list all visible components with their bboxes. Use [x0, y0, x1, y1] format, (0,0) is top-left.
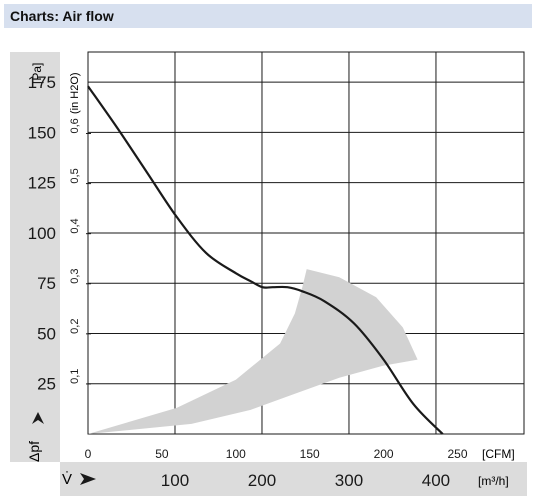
grid [86, 51, 525, 435]
x-tick-m3h-400: 400 [422, 471, 450, 490]
x-tick-cfm-150: 150 [300, 447, 320, 461]
y-tick-pa-25: 25 [37, 375, 56, 394]
y-tick-inh2o-0,4: 0,4 [69, 218, 81, 233]
x-tick-cfm-250: 250 [447, 447, 467, 461]
y-unit-pa: [Pa] [30, 63, 44, 84]
plot-frame [87, 51, 525, 435]
y-tick-pa-75: 75 [37, 274, 56, 293]
y-tick-pa-125: 125 [28, 174, 56, 193]
chart-title: Charts: Air flow [10, 8, 114, 24]
x-tick-m3h-200: 200 [248, 471, 276, 490]
x-symbol: V̇ [62, 471, 72, 488]
y-tick-inh2o-0,6: 0,6 [69, 118, 81, 133]
x-arrow-icon [80, 473, 96, 485]
x-tick-cfm-50: 50 [155, 447, 169, 461]
x-tick-m3h-300: 300 [335, 471, 363, 490]
y-tick-pa-50: 50 [37, 324, 56, 343]
left-axis-band [10, 52, 60, 462]
x-tick-m3h-100: 100 [161, 471, 189, 490]
y-tick-pa-150: 150 [28, 123, 56, 142]
x-tick-cfm-200: 200 [374, 447, 394, 461]
chart-header: Charts: Air flow [4, 4, 532, 28]
y-tick-inh2o-0,2: 0,2 [69, 319, 81, 334]
y-tick-inh2o-0,3: 0,3 [69, 268, 81, 283]
x-tick-cfm-100: 100 [226, 447, 246, 461]
bottom-axis-band [60, 462, 527, 496]
tick-labels: 25 50 75 100 125 150 175 0,1 0,2 0,3 0,4 0,5 0,6 0 50 1… [28, 73, 468, 490]
y-unit-inh2o: (in H2O) [69, 72, 81, 114]
x-tick-cfm-0: 0 [85, 447, 92, 461]
y-tick-pa-100: 100 [28, 224, 56, 243]
axis-labels: [Pa] (in H2O) Δpf V̇ [CFM] [m³/h] [26, 63, 515, 488]
x-unit-cfm: [CFM] [482, 447, 515, 461]
operating-region [88, 269, 418, 434]
y-tick-inh2o-0,5: 0,5 [69, 168, 81, 183]
y-tick-pa-175: 175 [28, 73, 56, 92]
y-tick-inh2o-0,1: 0,1 [69, 369, 81, 384]
x-unit-m3h: [m³/h] [478, 474, 509, 488]
y-symbol: Δpf [26, 441, 42, 462]
y-arrow-icon [32, 412, 44, 424]
pressure-curve [87, 85, 444, 435]
